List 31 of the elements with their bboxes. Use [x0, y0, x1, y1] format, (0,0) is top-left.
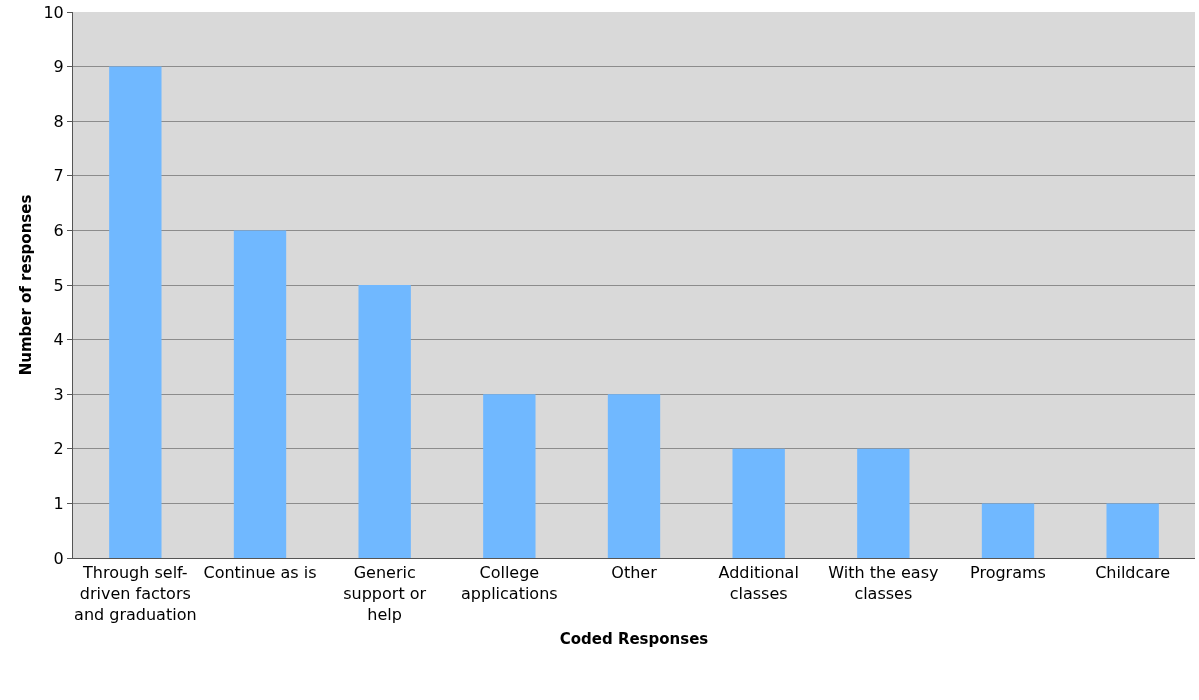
y-tick-label: 8 — [53, 111, 64, 131]
bar — [109, 66, 162, 558]
x-tick-label: With the easy classes — [828, 563, 939, 603]
y-tick-label: 10 — [43, 2, 64, 22]
bar — [358, 285, 411, 558]
y-tick-label: 7 — [53, 166, 64, 186]
bar — [981, 503, 1035, 558]
x-axis-title: Coded Responses — [559, 629, 709, 648]
bar — [483, 394, 536, 558]
x-tick-label: Continue as is — [203, 563, 317, 583]
y-tick-label: 3 — [53, 384, 64, 404]
y-tick-label: 5 — [53, 275, 64, 295]
x-tick-label: Other — [611, 563, 658, 583]
bar — [1106, 503, 1159, 558]
bar — [607, 394, 661, 558]
y-tick-label: 9 — [53, 57, 64, 77]
x-tick-label: Through self-driven factors and graduation — [74, 563, 197, 624]
x-tick-label: Generic support or help — [343, 563, 427, 624]
x-tick-label: College applications — [461, 563, 558, 603]
bar — [732, 448, 785, 558]
x-tick-label: Additional classes — [718, 563, 799, 603]
y-tick-label: 1 — [53, 494, 64, 513]
bar — [857, 448, 910, 558]
y-tick-label: 2 — [53, 439, 64, 459]
y-axis-title: Number of responses — [16, 194, 35, 376]
y-tick-label: 0 — [53, 548, 64, 568]
x-tick-label: Childcare — [1095, 563, 1171, 583]
y-tick-label: 6 — [53, 221, 64, 240]
bar — [233, 230, 287, 558]
y-tick-label: 4 — [53, 330, 64, 350]
x-tick-label: Programs — [970, 563, 1046, 583]
